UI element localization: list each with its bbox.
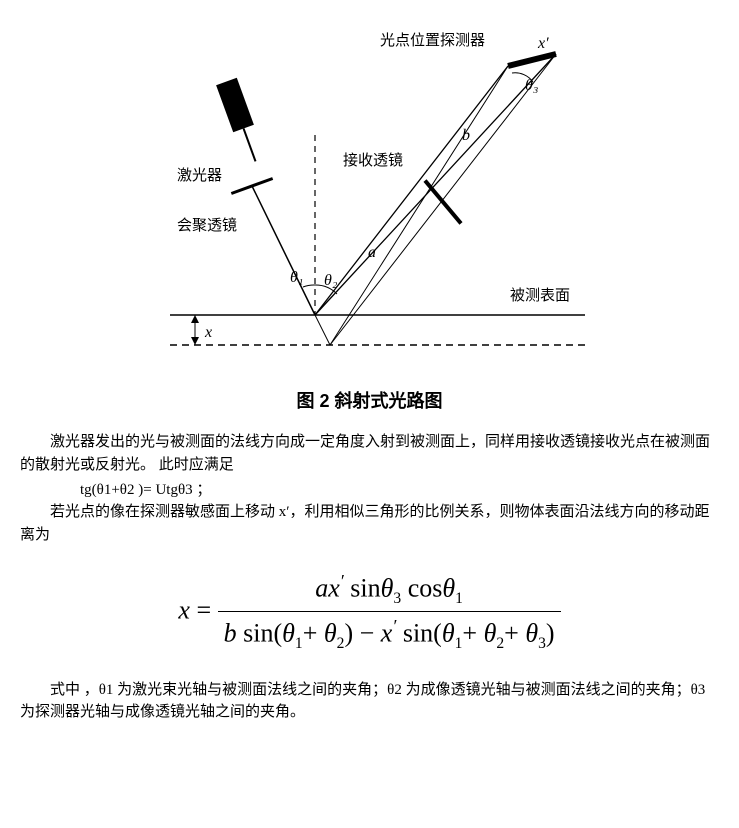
label-a: a (368, 244, 376, 261)
label-recv-lens: 接收透镜 (343, 151, 403, 169)
arc-theta1 (303, 285, 315, 287)
ray-top-left (315, 66, 508, 315)
paragraph-3: 式中 ，θ1 为激光束光轴与被测面法线之间的夹角；θ2 为成像透镜光轴与被测面法… (20, 679, 719, 724)
label-x-prime: x′ (537, 35, 549, 52)
label-x: x (204, 324, 212, 341)
incident-ray (252, 186, 315, 315)
ray-top-right (315, 54, 556, 315)
label-theta2: θ₂ (324, 272, 338, 289)
label-theta3: θ₃ (525, 77, 538, 94)
optical-path-diagram: 光点位置探测器 x′ θ₃ 激光器 会聚透镜 接收透镜 被测表面 b a θ₁ … (140, 20, 600, 370)
apex-link (315, 315, 330, 345)
label-laser: 激光器 (177, 167, 222, 184)
label-surface: 被测表面 (510, 287, 570, 304)
main-formula: x = ax′ sinθ3 cosθ1 b sin(θ1+ θ2) − x′ s… (20, 570, 719, 655)
laser-emitter (216, 78, 266, 165)
paragraph-1: 激光器发出的光与被测面的法线方向成一定角度入射到被测面上，同样用接收透镜接收光点… (20, 431, 719, 476)
label-detector: 光点位置探测器 (380, 32, 485, 49)
converging-lens (231, 178, 272, 193)
label-b: b (462, 127, 470, 144)
paragraph-2: 若光点的像在探测器敏感面上移动 x′，利用相似三角形的比例关系，则物体表面沿法线… (20, 501, 719, 546)
x-arrow-down (191, 337, 199, 345)
label-conv-lens: 会聚透镜 (177, 216, 237, 234)
figure-2: 光点位置探测器 x′ θ₃ 激光器 会聚透镜 接收透镜 被测表面 b a θ₁ … (20, 20, 719, 375)
label-theta1: θ₁ (290, 269, 303, 286)
equation-condition: tg(θ1+θ2 )= Utgθ3 ； (80, 478, 719, 499)
figure-caption: 图 2 斜射式光路图 (20, 387, 719, 413)
ray-bot-left (330, 66, 508, 345)
x-arrow-up (191, 315, 199, 323)
position-detector (508, 54, 556, 66)
